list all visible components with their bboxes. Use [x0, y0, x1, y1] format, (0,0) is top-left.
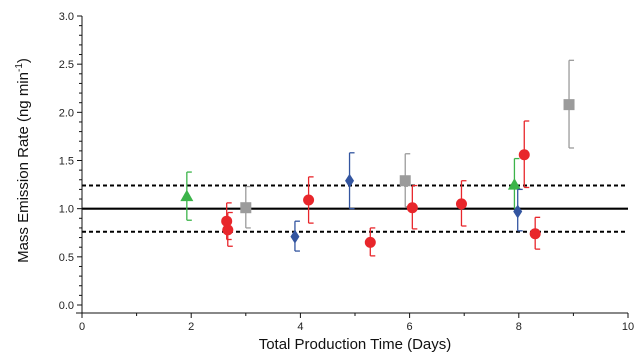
square-marker — [240, 202, 252, 214]
data-point-group — [303, 176, 315, 224]
data-point-group — [222, 211, 234, 247]
y-tick-label: 2.0 — [59, 107, 74, 119]
circle-marker — [364, 236, 376, 248]
circle-marker — [222, 224, 234, 236]
data-point-group — [518, 120, 530, 189]
data-point-group — [399, 153, 411, 208]
data-point-group — [513, 188, 523, 232]
y-axis-label-main: Mass Emission Rate (ng min — [15, 72, 32, 263]
reference-lines — [82, 184, 628, 233]
data-point-group — [529, 216, 541, 250]
triangle-marker — [507, 178, 521, 190]
x-tick-label: 4 — [297, 321, 303, 333]
y-tick-label: 0.0 — [59, 300, 74, 312]
circle-marker — [303, 194, 315, 206]
data-point-group — [507, 157, 521, 210]
triangle-marker — [180, 189, 194, 202]
y-tick-label: 1.0 — [59, 204, 74, 216]
diamond-marker — [345, 173, 355, 188]
x-tick-label: 8 — [516, 321, 522, 333]
x-tick-label: 6 — [407, 321, 413, 333]
x-tick-label: 10 — [622, 321, 634, 333]
circle-marker — [529, 228, 541, 240]
data-point-group — [406, 184, 418, 230]
y-axis-label-exponent: -1 — [14, 63, 25, 72]
data-point-group — [563, 59, 575, 149]
diamond-marker — [290, 229, 300, 244]
data-point-group — [364, 227, 376, 257]
x-axis-label: Total Production Time (Days) — [259, 336, 452, 353]
circle-marker — [221, 215, 233, 227]
y-tick-label: 2.5 — [59, 59, 74, 71]
circle-marker — [518, 149, 530, 161]
square-marker — [399, 175, 411, 187]
data-point-group — [345, 152, 355, 210]
data-point-group — [240, 185, 252, 229]
data-point-group — [180, 171, 194, 221]
y-tick-label: 1.5 — [59, 156, 74, 168]
data-point-group — [290, 220, 300, 252]
square-marker — [563, 99, 575, 111]
y-axis-label: Mass Emission Rate (ng min-1) — [14, 58, 32, 263]
x-tick-label: 2 — [188, 321, 194, 333]
y-axis-label-close: ) — [15, 58, 32, 63]
axes: 0.0 0.5 1.0 1.5 2.0 2.5 3.0 0 2 4 6 8 10 — [59, 11, 634, 333]
x-tick-label: 0 — [79, 321, 85, 333]
y-tick-label: 0.5 — [59, 252, 74, 264]
diamond-marker — [513, 204, 523, 219]
circle-marker — [406, 202, 418, 214]
circle-marker — [455, 198, 467, 210]
data-point-group — [455, 180, 467, 227]
data-points — [180, 59, 575, 257]
y-tick-label: 3.0 — [59, 11, 74, 23]
